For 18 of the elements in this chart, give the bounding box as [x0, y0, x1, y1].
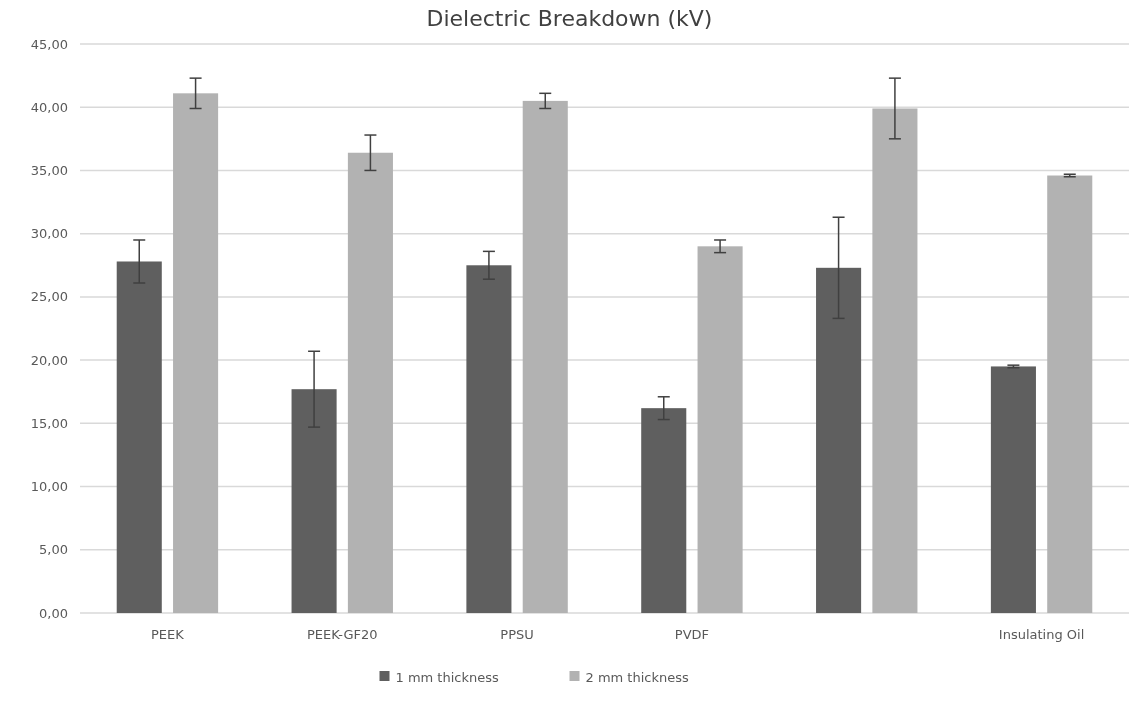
y-tick-label: 45,00 — [30, 36, 68, 52]
y-tick-label: 0,00 — [39, 605, 68, 621]
x-tick-label: PEEK — [151, 627, 185, 642]
chart-title: Dielectric Breakdown (kV) — [426, 6, 713, 31]
legend-label: 2 mm thickness — [585, 669, 689, 685]
x-tick-label: Insulating Oil — [998, 627, 1085, 642]
x-tick-label: PEEK-GF20 — [306, 627, 378, 642]
y-tick-label: 15,00 — [30, 415, 68, 431]
x-tick-label: PVDF — [674, 627, 710, 642]
y-tick-label: 25,00 — [30, 289, 68, 305]
y-tick-label: 35,00 — [30, 162, 68, 178]
y-tick-label: 40,00 — [30, 99, 68, 115]
y-tick-label: 20,00 — [30, 352, 68, 368]
x-tick-label: PPSU — [500, 627, 534, 642]
y-tick-label: 5,00 — [39, 542, 68, 558]
legend-label: 1 mm thickness — [395, 669, 499, 685]
y-tick-label: 10,00 — [30, 479, 68, 495]
y-tick-label: 30,00 — [30, 226, 68, 242]
